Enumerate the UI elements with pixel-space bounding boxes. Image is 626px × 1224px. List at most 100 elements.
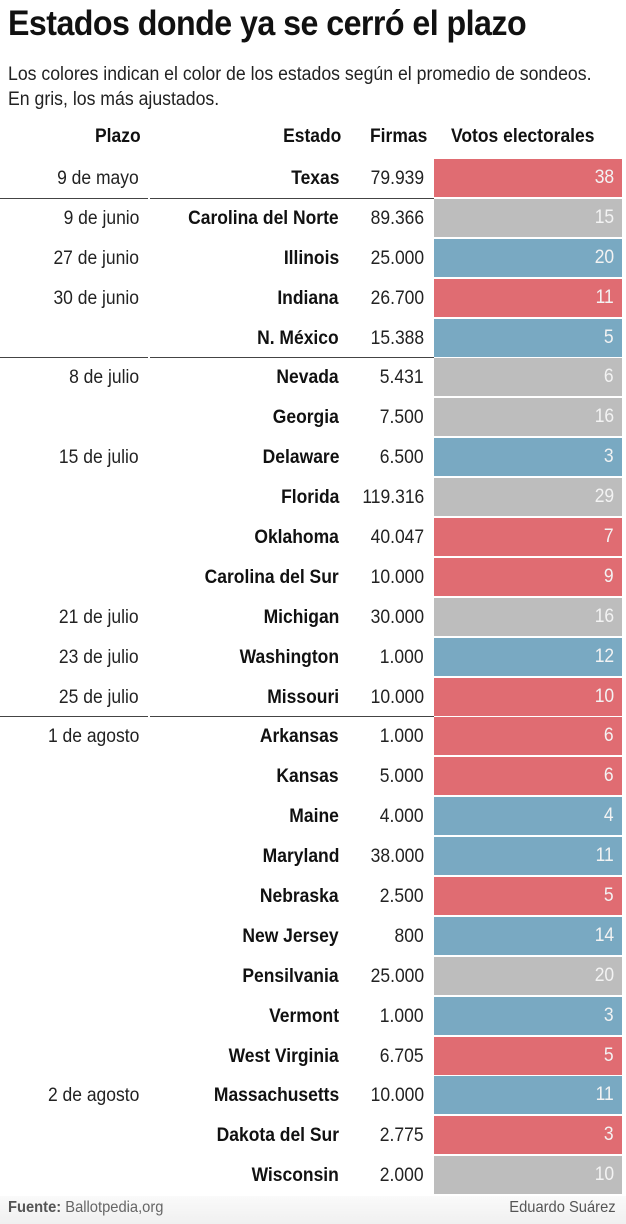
cell-firmas-text: 5.431 [380, 367, 424, 389]
cell-plazo: 2 de agosto [40, 1076, 139, 1116]
cell-firmas-text: 1.000 [380, 1005, 424, 1027]
chart-subtitle: Los colores indican el color de los esta… [8, 64, 592, 110]
cell-plazo-text: 1 de agosto [47, 726, 139, 748]
cell-estado-text: Washington [239, 646, 339, 668]
bar-votos: 20 [434, 956, 622, 995]
column-header-estado: Estado [282, 126, 341, 147]
bar-votos: 6 [434, 358, 622, 397]
cell-firmas-text: 6.705 [380, 1045, 424, 1067]
cell-estado: Illinois [279, 239, 339, 279]
table-row: Dakota del Sur 2.775 3 [0, 1116, 626, 1156]
cell-estado: Missouri [261, 678, 339, 718]
cell-estado-text: Maine [289, 806, 339, 828]
cell-plazo-text: 8 de julio [69, 367, 139, 389]
cell-firmas: 2.500 [376, 877, 424, 917]
bar-votos: 10 [434, 1156, 622, 1195]
bar-votos: 6 [434, 717, 622, 756]
cell-firmas: 25.000 [366, 957, 424, 997]
cell-firmas: 1.000 [376, 717, 424, 757]
bar-votos-text: 16 [594, 406, 614, 428]
table-row: 2 de agosto Massachusetts 10.000 11 [0, 1076, 626, 1116]
bar-votos: 38 [434, 159, 622, 197]
group-separator [0, 716, 148, 718]
cell-plazo-text: 15 de julio [59, 447, 139, 469]
cell-firmas: 2.775 [376, 1116, 424, 1156]
table-row: 30 de junio Indiana 26.700 11 [0, 278, 626, 319]
cell-estado: Carolina del Sur [193, 558, 339, 598]
cell-firmas-text: 4.000 [380, 806, 424, 828]
cell-plazo-text: 9 de mayo [57, 167, 139, 189]
cell-estado-text: Pensilvania [242, 965, 339, 987]
footer: Fuente: Ballotpedia,org Eduardo Suárez [0, 1196, 626, 1224]
bar-votos-text: 11 [595, 845, 614, 867]
bar-votos: 5 [434, 318, 622, 357]
cell-firmas: 6.500 [376, 438, 424, 478]
cell-estado: New Jersey [234, 917, 339, 957]
cell-firmas-text: 79.939 [370, 167, 424, 189]
table-row: 23 de julio Washington 1.000 12 [0, 637, 626, 678]
table-row: 9 de junio Carolina del Norte 89.366 15 [0, 197, 626, 239]
cell-firmas: 38.000 [366, 837, 424, 877]
column-header-votos: Votos electorales [451, 126, 595, 147]
cell-estado-text: New Jersey [242, 925, 339, 947]
cell-estado: Vermont [263, 997, 339, 1037]
cell-firmas: 25.000 [366, 239, 424, 279]
cell-firmas-text: 38.000 [370, 846, 424, 868]
cell-estado-text: Texas [290, 167, 339, 189]
group-separator [0, 357, 148, 359]
cell-estado: West Virginia [219, 1037, 339, 1077]
group-separator [0, 197, 148, 199]
cell-estado: Wisconsin [244, 1156, 339, 1196]
cell-estado: Pensilvania [234, 957, 339, 997]
cell-firmas: 1.000 [376, 638, 424, 678]
bar-votos: 4 [434, 797, 622, 836]
cell-plazo: 23 de julio [52, 638, 139, 678]
table-row: 9 de mayo Texas 79.939 38 [0, 159, 626, 199]
bar-votos: 16 [434, 398, 622, 437]
cell-firmas-text: 119.316 [362, 487, 424, 509]
table-row: 8 de julio Nevada 5.431 6 [0, 357, 626, 398]
table-row: N. México 15.388 5 [0, 318, 626, 359]
cell-estado-text: Vermont [269, 1005, 339, 1027]
bar-votos-text: 4 [604, 805, 614, 827]
cell-estado-text: West Virginia [228, 1045, 339, 1067]
table-row: Florida 119.316 29 [0, 478, 626, 518]
table-row: Carolina del Sur 10.000 9 [0, 557, 626, 598]
table-body: 9 de mayo Texas 79.939 38 9 de junio Carolina… [0, 159, 626, 1196]
cell-plazo: 15 de julio [52, 438, 139, 478]
cell-plazo-text: 25 de julio [59, 686, 139, 708]
table-row: New Jersey 800 14 [0, 916, 626, 957]
cell-plazo: 8 de julio [63, 358, 139, 398]
chart-title: Estados donde ya se cerró el plazo [8, 4, 527, 43]
cell-estado: Oklahoma [247, 518, 339, 558]
cell-firmas: 800 [392, 917, 424, 957]
table-row: 1 de agosto Arkansas 1.000 6 [0, 716, 626, 757]
bar-votos: 9 [434, 557, 622, 596]
bar-votos-text: 9 [604, 565, 614, 587]
cell-estado-text: Delaware [262, 447, 339, 469]
bar-votos-text: 6 [604, 366, 614, 388]
cell-firmas: 40.047 [366, 518, 424, 558]
cell-firmas-text: 25.000 [370, 965, 424, 987]
cell-plazo: 1 de agosto [40, 717, 139, 757]
bar-votos: 11 [434, 278, 622, 317]
table-row: Maine 4.000 4 [0, 797, 626, 837]
table-row: 27 de junio Illinois 25.000 20 [0, 238, 626, 279]
bar-votos: 6 [434, 757, 622, 796]
cell-estado-text: Maryland [262, 846, 339, 868]
cell-firmas-text: 800 [394, 925, 424, 947]
bar-votos: 20 [434, 238, 622, 277]
group-separator [150, 197, 434, 199]
cell-firmas-text: 2.500 [380, 885, 424, 907]
group-separator [150, 357, 434, 359]
cell-estado: Florida [276, 478, 339, 518]
cell-estado-text: Arkansas [260, 726, 339, 748]
bar-votos-text: 10 [594, 1164, 614, 1186]
cell-firmas: 5.000 [376, 757, 424, 797]
bar-votos: 12 [434, 637, 622, 676]
cell-estado: Kansas [271, 757, 339, 797]
cell-estado-text: N. México [257, 327, 339, 349]
bar-votos: 3 [434, 438, 622, 477]
cell-firmas: 10.000 [366, 678, 424, 718]
bar-votos-text: 5 [604, 885, 614, 907]
